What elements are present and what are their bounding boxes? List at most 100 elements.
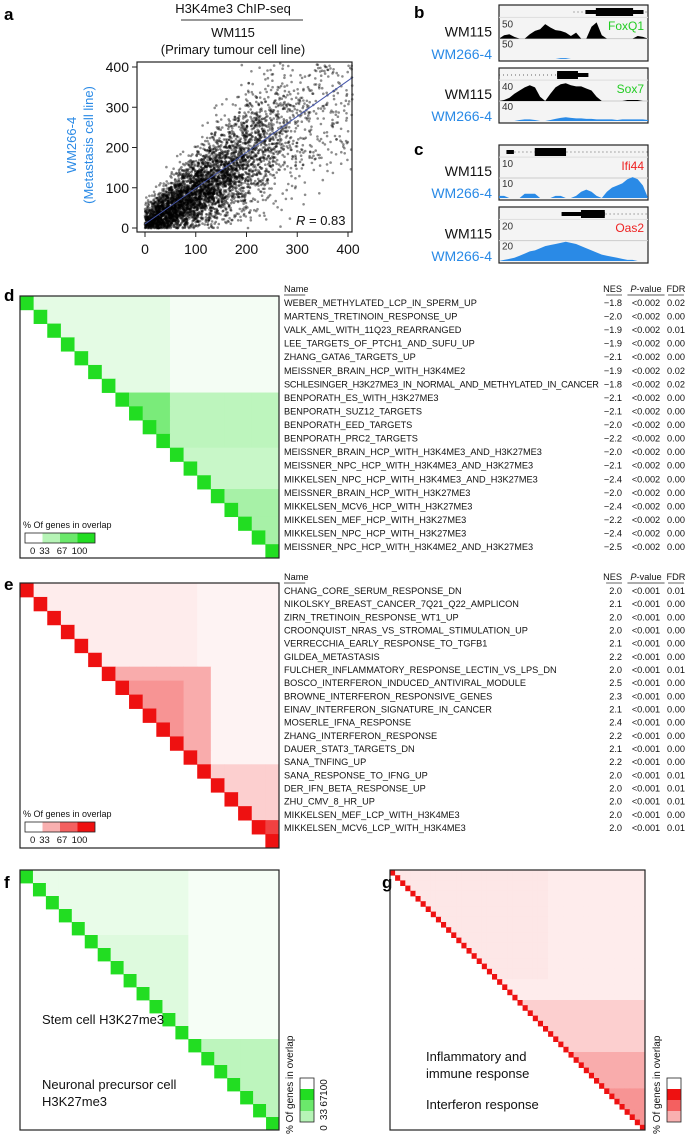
scatter-point [208,216,212,219]
scatter-point [264,150,268,153]
scatter-point [216,153,220,157]
p-value: <0.002 [632,434,660,444]
scatter-point [237,111,241,114]
scatter-point [282,148,285,151]
scatter-point [205,188,208,192]
scatter-point [210,185,214,189]
scatter-point [213,188,216,191]
scatter-point [193,212,197,215]
scatter-point [220,174,223,177]
scatter-point [160,212,164,216]
scatter-point [152,202,156,206]
scatter-point [297,138,300,141]
scatter-point [182,179,185,183]
scatter-point [214,220,218,224]
scatter-point [176,196,180,199]
table-d: Name NES P-value FDRWEBER_METHYLATED_LCP_IN… [284,284,685,552]
scatter-point [154,197,157,200]
scatter-point [225,141,229,145]
scatter-point [162,204,165,208]
scatter-point [178,173,182,176]
scatter-point [173,208,177,212]
scatter-point [271,151,275,155]
scatter-point [319,79,323,82]
scatter-point [188,177,192,180]
heatmap-cell [265,309,280,324]
scatter-point [153,226,156,229]
scatter-point [189,200,193,204]
scatter-point [269,128,272,131]
scatter-point [269,150,272,154]
heatmap-cell [251,447,266,462]
heatmap-diagonal-cell [251,530,266,545]
scatter-point [162,196,166,200]
scatter-point [226,213,229,217]
scatter-point [232,172,235,176]
scatter-point [217,160,220,164]
scatter-point [157,226,160,230]
scatter-point [156,211,160,215]
heatmap-cell [251,420,266,435]
scatter-point [219,163,223,167]
scatter-point [271,163,275,167]
scatter-point [251,105,254,108]
scatter-point [245,141,249,144]
scatter-point [257,130,261,134]
scatter-point [189,175,192,178]
scatter-point [287,126,291,129]
scatter-point [266,69,269,72]
scatter-point [178,160,182,164]
scatter-point [257,149,260,152]
scatter-point [254,131,257,135]
scatter-point [196,207,200,210]
scatter-point [264,110,267,113]
scatter-point [187,174,191,177]
scatter-point [288,116,292,119]
scatter-point [257,188,260,191]
scatter-point [147,211,151,214]
scatter-point [325,91,329,95]
scatter-point [258,165,262,169]
scatter-point [249,144,252,148]
scatter-point [207,164,210,167]
scatter-point [198,219,202,223]
gene-set-name: MIKKELSEN_NPC_HCP_WITH_H3K27ME3 [284,529,466,539]
scatter-point [206,196,210,200]
scatter-point [204,177,207,180]
scatter-point [172,217,175,221]
scatter-point [211,171,215,174]
heatmap-cell [251,378,266,393]
scatter-point [294,154,297,157]
scatter-point [178,200,182,204]
heatmap-cell [183,309,198,324]
scatter-point [218,152,222,155]
heatmap-cell [33,296,48,311]
scatter-point [237,118,241,121]
scatter-point [196,215,200,219]
scatter-point [244,179,247,182]
scatter-point [290,80,293,84]
scatter-point [242,212,246,216]
scatter-point [275,144,279,148]
scatter-point [193,183,197,186]
scatter-point [279,149,282,153]
scatter-point [232,151,236,155]
scatter-point [303,102,306,105]
scatter-point [251,174,254,178]
scatter-point [169,174,172,178]
scatter-point [191,200,194,204]
scatter-point [274,113,278,117]
scatter-point [161,200,164,204]
scatter-point [242,129,246,133]
scatter-point [279,143,283,146]
scatter-point [171,188,174,191]
scatter-point [172,214,176,218]
scatter-point [267,103,270,107]
scatter-point [160,204,163,208]
scatter-point [214,160,218,164]
scatter-point [204,189,208,192]
scatter-point [281,64,285,67]
scatter-point [318,139,321,143]
scatter-point [323,72,327,75]
scatter-point [240,121,243,125]
